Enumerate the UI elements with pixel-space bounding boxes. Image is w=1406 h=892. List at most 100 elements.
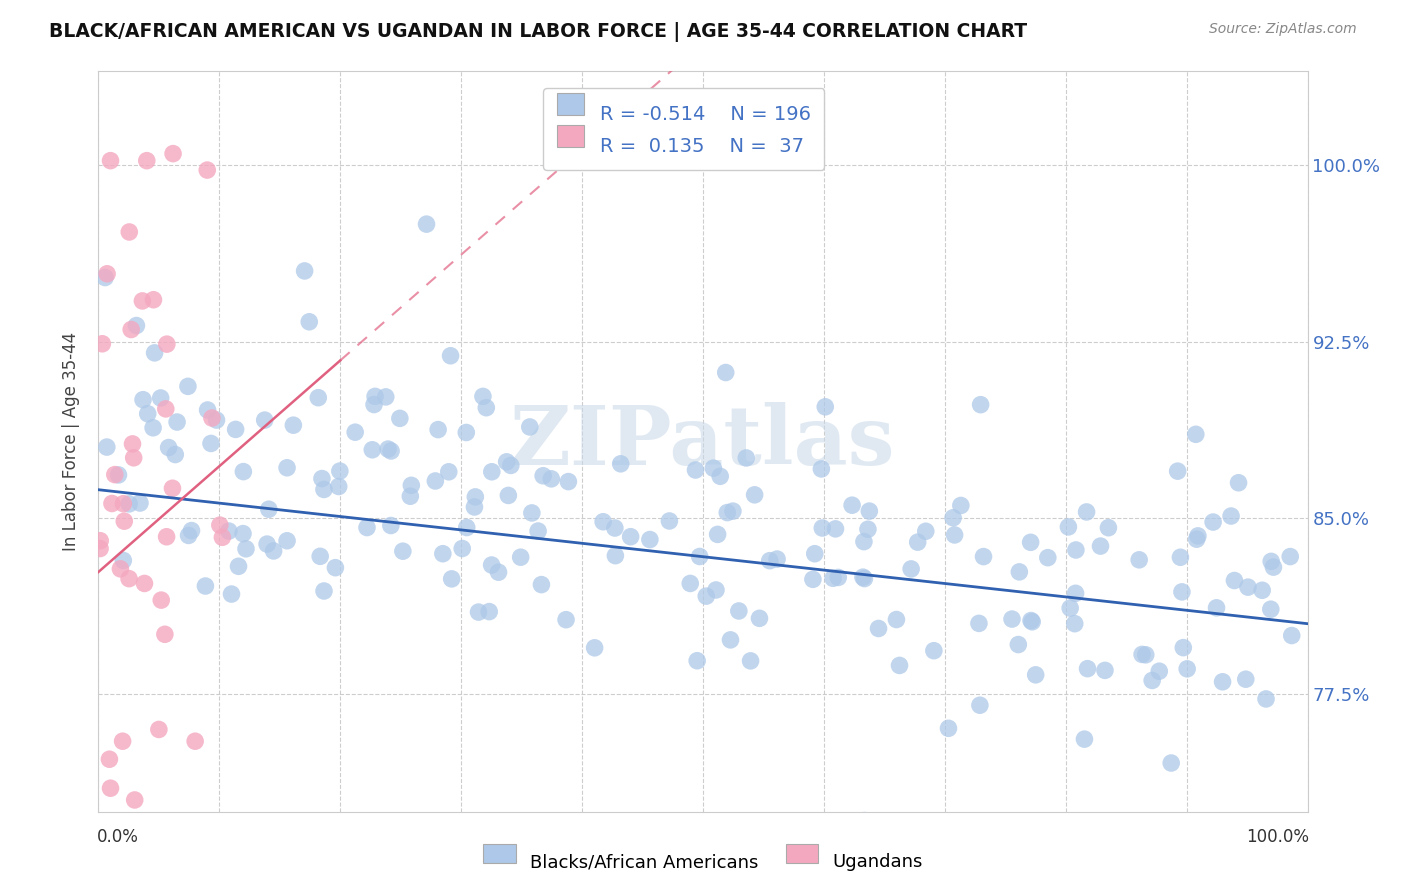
Point <box>766 552 789 566</box>
Point <box>104 467 127 482</box>
Point <box>344 425 367 440</box>
Point <box>131 293 153 308</box>
Point <box>1205 600 1227 615</box>
Point <box>1025 668 1047 682</box>
Point <box>361 442 384 457</box>
Point <box>197 403 219 417</box>
Point <box>456 425 478 440</box>
Point <box>519 420 541 434</box>
Point <box>89 533 111 548</box>
Point <box>118 572 141 586</box>
Y-axis label: In Labor Force | Age 35-44: In Labor Force | Age 35-44 <box>62 332 80 551</box>
Point <box>309 549 332 564</box>
Point <box>162 146 184 161</box>
Point <box>184 734 207 748</box>
Point <box>1007 638 1029 652</box>
Point <box>914 524 936 539</box>
Point <box>451 541 474 556</box>
Point <box>356 520 378 534</box>
Point <box>307 391 329 405</box>
Point <box>142 293 165 307</box>
Point <box>312 584 335 599</box>
Point <box>1167 464 1189 478</box>
Point <box>388 411 411 425</box>
Point <box>603 521 626 535</box>
Point <box>427 423 450 437</box>
Point <box>218 524 240 538</box>
Point <box>1036 550 1059 565</box>
Point <box>1059 601 1081 615</box>
Point <box>1064 586 1087 600</box>
Point <box>276 533 298 548</box>
Point <box>1128 553 1150 567</box>
Point <box>1149 664 1171 678</box>
Point <box>714 366 737 380</box>
Point <box>1170 550 1192 565</box>
Point <box>467 605 489 619</box>
Point <box>973 549 995 564</box>
Point <box>155 530 177 544</box>
Point <box>298 315 321 329</box>
Point <box>922 643 945 657</box>
Point <box>531 468 554 483</box>
Point <box>475 401 498 415</box>
Point <box>399 489 422 503</box>
Point <box>1251 583 1274 598</box>
Point <box>221 587 243 601</box>
Point <box>363 398 385 412</box>
Point <box>155 401 177 416</box>
Point <box>1090 539 1112 553</box>
Text: 0.0%: 0.0% <box>97 828 139 847</box>
Point <box>1094 664 1116 678</box>
Point <box>194 579 217 593</box>
Point <box>856 522 879 536</box>
Point <box>1223 574 1246 588</box>
Point <box>827 570 849 584</box>
Point <box>967 616 990 631</box>
Point <box>801 572 824 586</box>
Point <box>478 605 501 619</box>
Point <box>1021 615 1043 629</box>
Point <box>201 411 224 425</box>
Point <box>1185 532 1208 546</box>
Point <box>329 464 352 478</box>
Point <box>111 816 134 830</box>
Point <box>132 392 155 407</box>
Point <box>129 496 152 510</box>
Point <box>380 444 402 458</box>
Point <box>200 436 222 450</box>
Point <box>101 496 124 510</box>
Point <box>456 520 478 534</box>
Point <box>471 389 494 403</box>
Point <box>1135 648 1157 662</box>
Point <box>1187 529 1209 543</box>
Point <box>969 398 991 412</box>
Point <box>1097 521 1119 535</box>
Point <box>134 576 156 591</box>
Point <box>364 389 387 403</box>
Point <box>96 267 118 281</box>
Point <box>96 440 118 454</box>
Point <box>150 593 173 607</box>
Point <box>439 349 461 363</box>
Point <box>165 448 187 462</box>
Point <box>889 658 911 673</box>
Point <box>716 506 738 520</box>
Point <box>91 336 114 351</box>
Point <box>121 437 143 451</box>
Point <box>177 379 200 393</box>
Point <box>557 475 579 489</box>
Point <box>256 537 278 551</box>
Point <box>949 499 972 513</box>
Point <box>205 413 228 427</box>
Point <box>122 450 145 465</box>
Point <box>1185 427 1208 442</box>
Point <box>156 337 179 351</box>
Point <box>180 524 202 538</box>
Point <box>527 524 550 538</box>
Point <box>540 472 562 486</box>
Point <box>1220 509 1243 524</box>
Point <box>1260 554 1282 568</box>
Point <box>463 500 485 514</box>
Text: Source: ZipAtlas.com: Source: ZipAtlas.com <box>1209 22 1357 37</box>
